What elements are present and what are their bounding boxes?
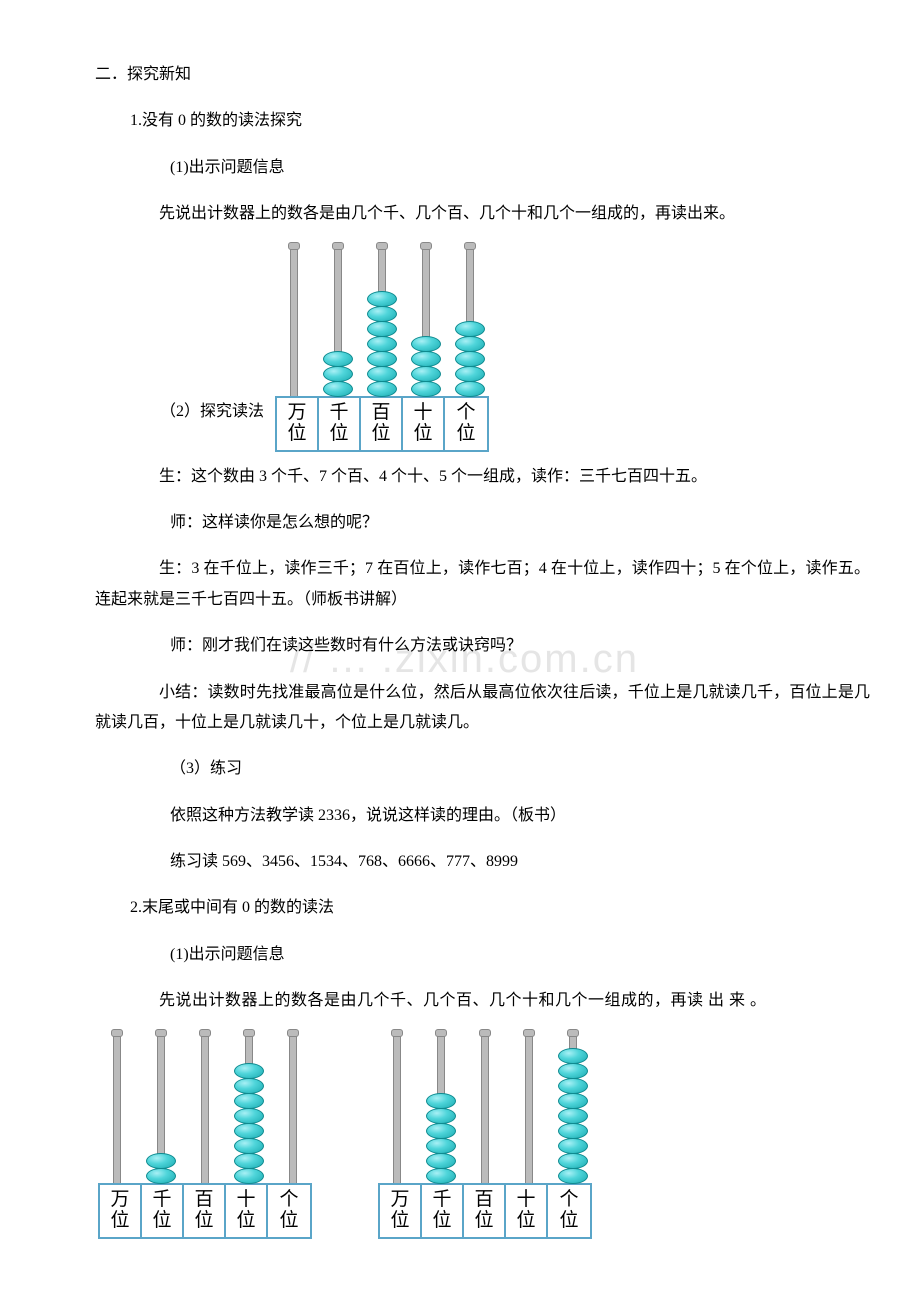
abacus-bead: [455, 336, 485, 352]
abacus-bead: [367, 351, 397, 367]
abacus-bead: [426, 1138, 456, 1154]
abacus-bead: [367, 336, 397, 352]
abacus-label: 个位: [445, 398, 487, 450]
abacus-bead: [558, 1093, 588, 1109]
item2-step1-text: 先说出计数器上的数各是由几个千、几个百、几个十和几个一组成的，再读 出 来 。: [40, 986, 880, 1016]
abacus-label: 十位: [226, 1185, 268, 1237]
abacus-label: 万位: [100, 1185, 142, 1237]
abacus-bead: [323, 381, 353, 397]
abacus-label: 十位: [506, 1185, 548, 1237]
abacus-bead: [367, 291, 397, 307]
item1-step1-label: (1)出示问题信息: [40, 153, 880, 183]
dialog-4: 师：刚才我们在读这些数时有什么方法或诀窍吗？: [40, 631, 880, 661]
abacus-bead: [411, 381, 441, 397]
abacus-bead: [558, 1078, 588, 1094]
abacus-bead: [426, 1108, 456, 1124]
abacus-bead: [411, 351, 441, 367]
abacus-bead: [367, 321, 397, 337]
abacus-bead: [234, 1123, 264, 1139]
abacus-label: 十位: [403, 398, 445, 450]
abacus-bead: [323, 351, 353, 367]
dialog-1: 生：这个数由 3 个千、7 个百、4 个十、5 个一组成，读作：三千七百四十五。: [40, 462, 880, 492]
abacus-label: 个位: [548, 1185, 590, 1237]
abacus-bead: [367, 366, 397, 382]
abacus-bead: [234, 1108, 264, 1124]
abacus-bead: [411, 366, 441, 382]
abacus-bead: [234, 1138, 264, 1154]
abacus-bead: [234, 1078, 264, 1094]
abacus-3: 万位千位百位十位个位: [375, 1033, 595, 1239]
item1-step2-label: （2）探究读法: [160, 397, 272, 451]
abacus-bead: [411, 336, 441, 352]
abacus-bead: [558, 1168, 588, 1184]
abacus-bead: [455, 321, 485, 337]
item1-title: 1.没有 0 的数的读法探究: [40, 106, 880, 136]
abacus-bead: [426, 1168, 456, 1184]
abacus-label: 百位: [464, 1185, 506, 1237]
abacus-bead: [234, 1063, 264, 1079]
abacus-label: 个位: [268, 1185, 310, 1237]
abacus-label: 百位: [184, 1185, 226, 1237]
abacus-bead: [367, 381, 397, 397]
abacus-bead: [146, 1168, 176, 1184]
item1-step3-label: （3）练习: [40, 754, 880, 784]
abacus-bead: [558, 1138, 588, 1154]
abacus-bead: [558, 1123, 588, 1139]
abacus-label: 万位: [380, 1185, 422, 1237]
abacus-label: 千位: [319, 398, 361, 450]
abacus-label: 百位: [361, 398, 403, 450]
abacus-bead: [367, 306, 397, 322]
item2-title: 2.末尾或中间有 0 的数的读法: [40, 893, 880, 923]
dialog-3: 生：3 在千位上，读作三千；7 在百位上，读作七百；4 在十位上，读作四十；5 …: [40, 554, 880, 615]
abacus-2: 万位千位百位十位个位: [95, 1033, 315, 1239]
abacus-bead: [426, 1153, 456, 1169]
abacus1-row: （2）探究读法 万位千位百位十位个位: [40, 246, 880, 452]
abacus-1: 万位千位百位十位个位: [272, 246, 492, 452]
item2-step1-label: (1)出示问题信息: [40, 940, 880, 970]
abacus-bead: [323, 366, 353, 382]
abacus-bead: [234, 1153, 264, 1169]
abacus-bead: [558, 1063, 588, 1079]
item1-step1-text: 先说出计数器上的数各是由几个千、几个百、几个十和几个一组成的，再读出来。: [40, 199, 880, 229]
abacus-bead: [234, 1093, 264, 1109]
abacus-bead: [426, 1123, 456, 1139]
abacus-bead: [455, 351, 485, 367]
abacus-bead: [558, 1108, 588, 1124]
abacus-pair: 万位千位百位十位个位 万位千位百位十位个位: [40, 1033, 880, 1239]
abacus-bead: [146, 1153, 176, 1169]
section-heading: 二．探究新知: [40, 60, 880, 90]
abacus-label: 万位: [277, 398, 319, 450]
abacus-bead: [455, 381, 485, 397]
summary: 小结：读数时先找准最高位是什么位，然后从最高位依次往后读，千位上是几就读几千，百…: [40, 678, 880, 739]
abacus-label: 千位: [142, 1185, 184, 1237]
practice-2: 练习读 569、3456、1534、768、6666、777、8999: [40, 847, 880, 877]
dialog-2: 师：这样读你是怎么想的呢？: [40, 508, 880, 538]
abacus-bead: [426, 1093, 456, 1109]
abacus-bead: [455, 366, 485, 382]
abacus-label: 千位: [422, 1185, 464, 1237]
abacus-bead: [234, 1168, 264, 1184]
practice-1: 依照这种方法教学读 2336，说说这样读的理由。（板书）: [40, 801, 880, 831]
abacus-bead: [558, 1048, 588, 1064]
abacus-bead: [558, 1153, 588, 1169]
